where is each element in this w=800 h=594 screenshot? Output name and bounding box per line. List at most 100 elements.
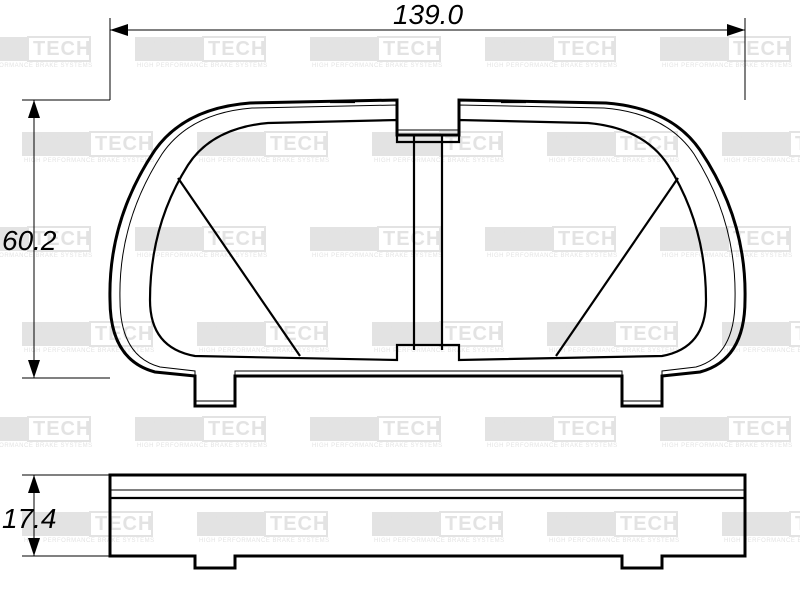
svg-text:HIGH PERFORMANCE BRAKE SYSTEMS: HIGH PERFORMANCE BRAKE SYSTEMS (374, 158, 505, 164)
svg-text:TECH: TECH (445, 323, 503, 345)
svg-text:STOP: STOP (665, 38, 723, 60)
svg-text:HIGH PERFORMANCE BRAKE SYSTEMS: HIGH PERFORMANCE BRAKE SYSTEMS (199, 158, 330, 164)
dimension-thickness-label: 17.4 (2, 503, 57, 534)
svg-text:TECH: TECH (733, 418, 791, 440)
svg-text:STOP: STOP (27, 323, 85, 345)
watermark-logo: STOPTECHHIGH PERFORMANCE BRAKE SYSTEMS (485, 227, 618, 259)
svg-text:HIGH PERFORMANCE BRAKE SYSTEMS: HIGH PERFORMANCE BRAKE SYSTEMS (724, 538, 800, 544)
watermark-logo: STOP TECH HIGH PERFORMANCE BRAKE SYSTEMS (310, 37, 443, 69)
svg-text:HIGH PERFORMANCE BRAKE SYSTEMS: HIGH PERFORMANCE BRAKE SYSTEMS (312, 253, 443, 259)
svg-text:HIGH PERFORMANCE BRAKE SYSTEMS: HIGH PERFORMANCE BRAKE SYSTEMS (724, 348, 800, 354)
svg-text:HIGH PERFORMANCE BRAKE SYSTEMS: HIGH PERFORMANCE BRAKE SYSTEMS (24, 538, 155, 544)
svg-text:TECH: TECH (383, 38, 441, 60)
svg-text:STOP: STOP (490, 228, 548, 250)
svg-text:HIGH PERFORMANCE BRAKE SYSTEMS: HIGH PERFORMANCE BRAKE SYSTEMS (199, 348, 330, 354)
watermark-logo: STOPTECHHIGH PERFORMANCE BRAKE SYSTEMS (485, 37, 618, 69)
svg-text:HIGH PERFORMANCE BRAKE SYSTEMS: HIGH PERFORMANCE BRAKE SYSTEMS (662, 253, 793, 259)
svg-text:TECH: TECH (208, 38, 266, 60)
svg-text:STOP: STOP (315, 38, 373, 60)
technical-drawing: STOP TECH HIGH PERFORMANCE BRAKE SYSTEMS ST… (0, 0, 800, 594)
svg-text:HIGH PERFORMANCE BRAKE SYSTEMS: HIGH PERFORMANCE BRAKE SYSTEMS (24, 158, 155, 164)
svg-text:STOP: STOP (665, 228, 723, 250)
watermark-logo: STOPTECHHIGH PERFORMANCE BRAKE SYSTEMS (197, 512, 330, 544)
watermark-logo: STOPTECHHIGH PERFORMANCE BRAKE SYSTEMS (372, 132, 505, 164)
svg-text:HIGH PERFORMANCE BRAKE SYSTEMS: HIGH PERFORMANCE BRAKE SYSTEMS (724, 158, 800, 164)
svg-text:STOP: STOP (727, 133, 785, 155)
svg-text:STOP: STOP (140, 418, 198, 440)
watermark-logo: STOP TECH HIGH PERFORMANCE BRAKE SYSTEMS (660, 37, 793, 69)
svg-text:HIGH PERFORMANCE BRAKE SYSTEMS: HIGH PERFORMANCE BRAKE SYSTEMS (374, 348, 505, 354)
svg-text:HIGH PERFORMANCE BRAKE SYSTEMS: HIGH PERFORMANCE BRAKE SYSTEMS (487, 443, 618, 449)
svg-text:HIGH PERFORMANCE BRAKE SYSTEMS: HIGH PERFORMANCE BRAKE SYSTEMS (312, 443, 443, 449)
svg-text:HIGH PERFORMANCE BRAKE SYSTEMS: HIGH PERFORMANCE BRAKE SYSTEMS (199, 538, 330, 544)
svg-text:TECH: TECH (383, 228, 441, 250)
watermark-logo: STOP TECH HIGH PERFORMANCE BRAKE SYSTEMS (310, 417, 443, 449)
svg-text:STOP: STOP (727, 513, 785, 535)
svg-text:TECH: TECH (270, 513, 328, 535)
svg-text:HIGH PERFORMANCE BRAKE SYSTEMS: HIGH PERFORMANCE BRAKE SYSTEMS (137, 253, 268, 259)
watermark-logo: STOP TECH HIGH PERFORMANCE BRAKE SYSTEMS (0, 417, 93, 449)
svg-text:STOP: STOP (140, 38, 198, 60)
svg-text:STOP: STOP (0, 418, 23, 440)
svg-text:TECH: TECH (795, 513, 800, 535)
svg-text:TECH: TECH (795, 133, 800, 155)
svg-text:STOP: STOP (377, 323, 435, 345)
svg-text:STOP: STOP (490, 418, 548, 440)
svg-text:STOP: STOP (202, 323, 260, 345)
svg-text:HIGH PERFORMANCE BRAKE SYSTEMS: HIGH PERFORMANCE BRAKE SYSTEMS (662, 443, 793, 449)
watermark-logo: STOP TECH HIGH PERFORMANCE BRAKE SYSTEMS (310, 227, 443, 259)
svg-text:STOP: STOP (490, 38, 548, 60)
svg-text:TECH: TECH (208, 418, 266, 440)
svg-text:HIGH PERFORMANCE BRAKE SYSTEMS: HIGH PERFORMANCE BRAKE SYSTEMS (24, 348, 155, 354)
svg-text:STOP: STOP (315, 418, 373, 440)
svg-text:HIGH PERFORMANCE BRAKE SYSTEMS: HIGH PERFORMANCE BRAKE SYSTEMS (549, 348, 680, 354)
svg-text:TECH: TECH (33, 38, 91, 60)
watermark-logo: STOP TECH HIGH PERFORMANCE BRAKE SYSTEMS (135, 37, 268, 69)
watermark-logo: STOPTECHHIGH PERFORMANCE BRAKE SYSTEMS (660, 227, 793, 259)
watermark-logo: STOP TECH HIGH PERFORMANCE BRAKE SYSTEMS (135, 417, 268, 449)
watermark-logo: STOP TECH HIGH PERFORMANCE BRAKE SYSTEMS (547, 322, 680, 354)
svg-text:TECH: TECH (95, 513, 153, 535)
svg-text:TECH: TECH (558, 418, 616, 440)
watermark-logo: STOPTECHHIGH PERFORMANCE BRAKE SYSTEMS (547, 512, 680, 544)
watermark-logo: STOP TECH HIGH PERFORMANCE BRAKE SYSTEMS (372, 322, 505, 354)
svg-text:STOP: STOP (315, 228, 373, 250)
svg-text:TECH: TECH (733, 38, 791, 60)
svg-text:TECH: TECH (95, 133, 153, 155)
svg-text:TECH: TECH (445, 513, 503, 535)
svg-text:TECH: TECH (383, 418, 441, 440)
svg-text:HIGH PERFORMANCE BRAKE SYSTEMS: HIGH PERFORMANCE BRAKE SYSTEMS (549, 158, 680, 164)
dimension-height-label: 60.2 (2, 225, 57, 256)
svg-text:HIGH PERFORMANCE BRAKE SYSTEMS: HIGH PERFORMANCE BRAKE SYSTEMS (0, 63, 93, 69)
svg-text:HIGH PERFORMANCE BRAKE SYSTEMS: HIGH PERFORMANCE BRAKE SYSTEMS (137, 443, 268, 449)
watermark-logo: STOPTECHHIGH PERFORMANCE BRAKE SYSTEMS (22, 322, 155, 354)
svg-text:HIGH PERFORMANCE BRAKE SYSTEMS: HIGH PERFORMANCE BRAKE SYSTEMS (0, 443, 93, 449)
svg-text:STOP: STOP (552, 323, 610, 345)
svg-text:HIGH PERFORMANCE BRAKE SYSTEMS: HIGH PERFORMANCE BRAKE SYSTEMS (137, 63, 268, 69)
svg-text:STOP: STOP (140, 228, 198, 250)
svg-text:TECH: TECH (558, 228, 616, 250)
watermark-logo: STOP TECH HIGH PERFORMANCE BRAKE SYSTEMS (372, 512, 505, 544)
svg-text:TECH: TECH (620, 323, 678, 345)
svg-text:TECH: TECH (795, 323, 800, 345)
svg-text:STOP: STOP (0, 38, 23, 60)
svg-text:HIGH PERFORMANCE BRAKE SYSTEMS: HIGH PERFORMANCE BRAKE SYSTEMS (487, 63, 618, 69)
watermark-logo: STOPTECHHIGH PERFORMANCE BRAKE SYSTEMS (197, 322, 330, 354)
svg-text:STOP: STOP (665, 418, 723, 440)
svg-text:STOP: STOP (27, 133, 85, 155)
svg-text:STOP: STOP (552, 133, 610, 155)
svg-text:STOP: STOP (552, 513, 610, 535)
svg-text:STOP: STOP (202, 133, 260, 155)
watermark-logo: STOP TECH HIGH PERFORMANCE BRAKE SYSTEMS (0, 37, 93, 69)
svg-text:HIGH PERFORMANCE BRAKE SYSTEMS: HIGH PERFORMANCE BRAKE SYSTEMS (662, 63, 793, 69)
svg-text:HIGH PERFORMANCE BRAKE SYSTEMS: HIGH PERFORMANCE BRAKE SYSTEMS (374, 538, 505, 544)
watermark-logo: STOP TECH HIGH PERFORMANCE BRAKE SYSTEMS (722, 132, 800, 164)
svg-text:TECH: TECH (208, 228, 266, 250)
svg-text:STOP: STOP (377, 513, 435, 535)
svg-text:TECH: TECH (33, 418, 91, 440)
svg-text:HIGH PERFORMANCE BRAKE SYSTEMS: HIGH PERFORMANCE BRAKE SYSTEMS (312, 63, 443, 69)
dimension-width-label: 139.0 (393, 0, 463, 30)
watermark-logo: STOP TECH HIGH PERFORMANCE BRAKE SYSTEMS (485, 417, 618, 449)
svg-text:TECH: TECH (620, 513, 678, 535)
watermark-logo: STOP TECH HIGH PERFORMANCE BRAKE SYSTEMS (660, 417, 793, 449)
